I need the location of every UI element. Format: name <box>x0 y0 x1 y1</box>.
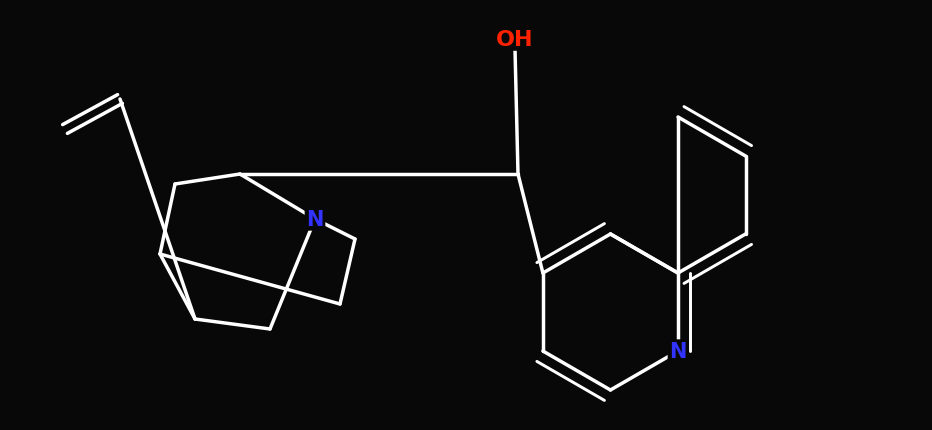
Text: N: N <box>307 209 323 230</box>
Text: OH: OH <box>496 30 534 50</box>
Text: N: N <box>669 341 687 361</box>
